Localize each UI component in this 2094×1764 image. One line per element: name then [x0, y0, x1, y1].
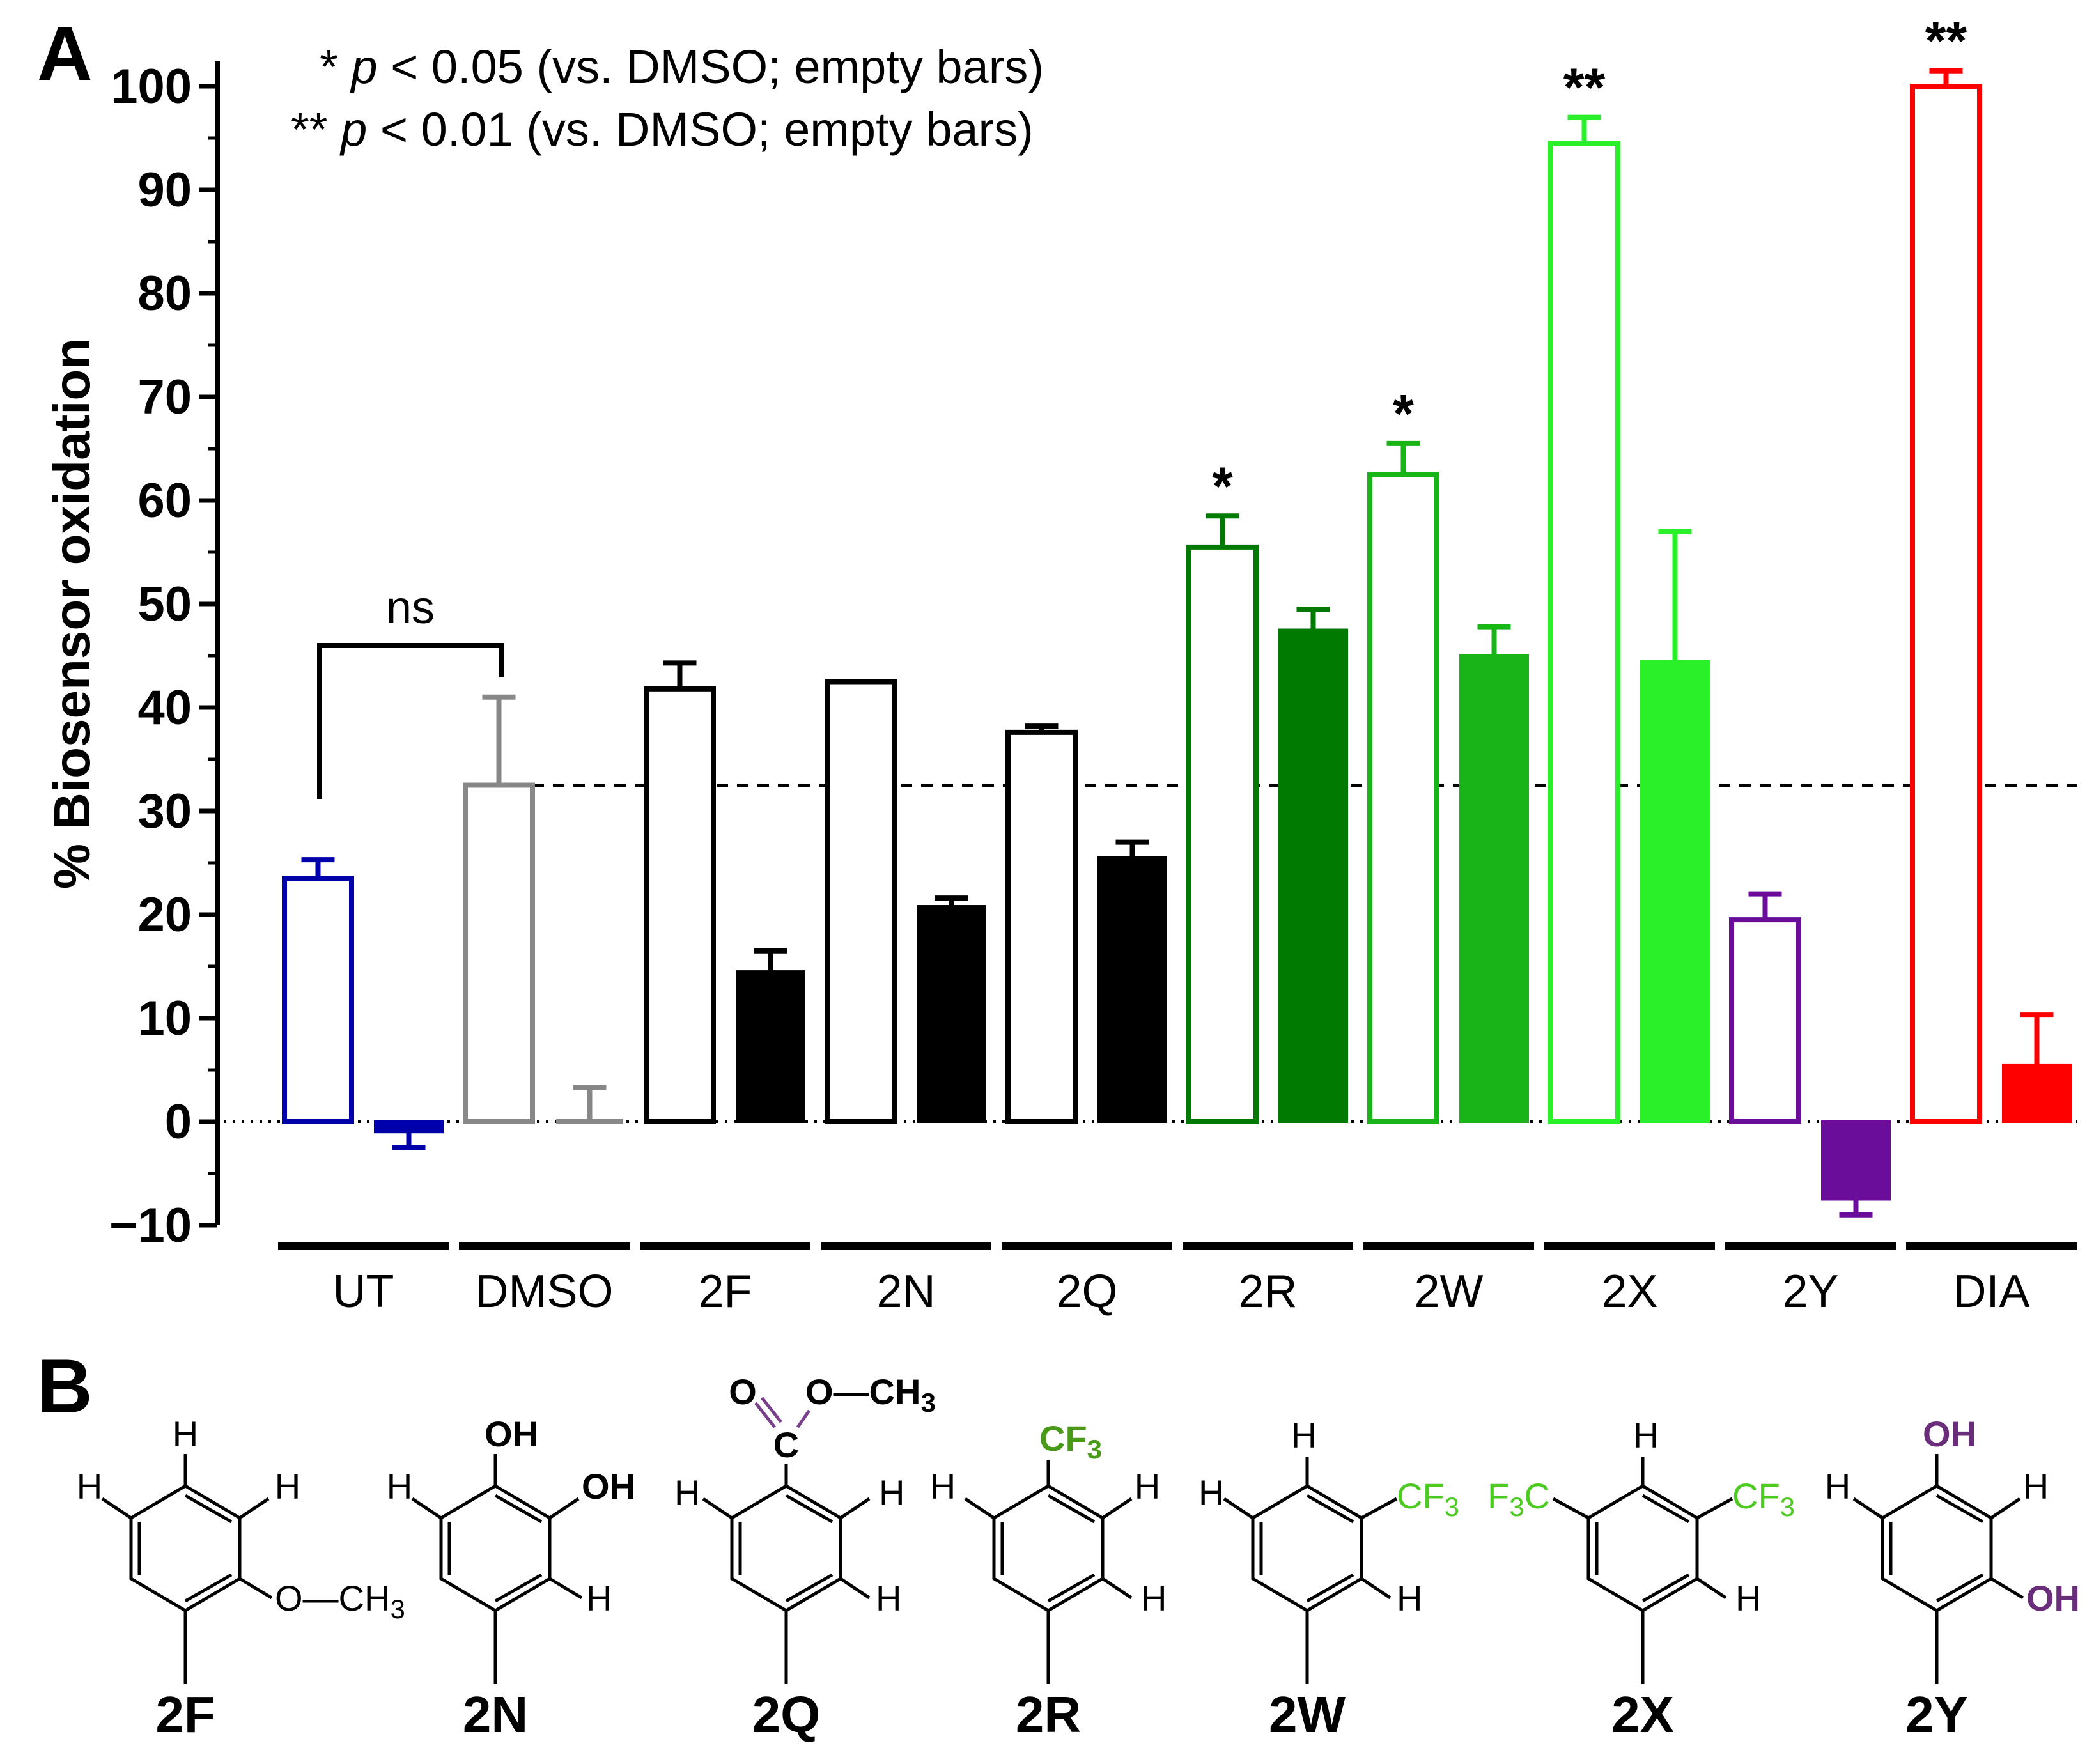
ns-label: ns [386, 582, 435, 633]
significance-marker-2R: * [1212, 456, 1233, 516]
empty-bar-2Y [1729, 917, 1801, 1124]
svg-text:H: H [876, 1578, 901, 1618]
svg-text:H: H [674, 1473, 700, 1513]
structure-2F: H H H O—CH3 2F [77, 1414, 405, 1743]
svg-text:OH: OH [582, 1466, 635, 1506]
empty-bar-2N [825, 679, 897, 1124]
compound-label-2Y: 2Y [1905, 1686, 1968, 1743]
y-tick-label: 40 [137, 681, 192, 735]
svg-text:H: H [1633, 1415, 1659, 1455]
svg-text:CF3: CF3 [1397, 1476, 1459, 1522]
filled-bar-2X [1640, 660, 1710, 1123]
y-tick-label: 100 [111, 59, 192, 114]
filled-bar-2Q [1097, 856, 1167, 1124]
x-tick-label-2R: 2R [1238, 1266, 1297, 1317]
svg-text:H: H [387, 1466, 412, 1506]
structure-2X: H CF3 F3C H 2X [1487, 1415, 1795, 1743]
svg-text:H: H [1825, 1466, 1850, 1506]
svg-text:H: H [1735, 1578, 1761, 1618]
filled-bar-DIA [2002, 1063, 2072, 1124]
chemical-structures: H H H O—CH3 2F OH OH H H 2N [77, 1372, 2080, 1743]
y-tick-label: −10 [109, 1198, 192, 1253]
svg-text:OH: OH [485, 1414, 538, 1454]
svg-text:CF3: CF3 [1039, 1418, 1102, 1464]
svg-text:CF3: CF3 [1732, 1476, 1795, 1522]
svg-text:H: H [1198, 1473, 1224, 1513]
x-tick-label-2F: 2F [698, 1266, 752, 1317]
y-tick-label: 30 [137, 784, 192, 839]
empty-bar-2X [1548, 141, 1620, 1125]
compound-label-2Q: 2Q [752, 1686, 821, 1743]
y-tick-label: 70 [137, 370, 192, 424]
svg-text:H: H [275, 1466, 300, 1506]
empty-bar-DIA [1910, 84, 1982, 1124]
x-tick-label-UT: UT [333, 1266, 394, 1317]
filled-bar-2W [1459, 654, 1529, 1123]
filled-bar-UT [374, 1120, 444, 1134]
filled-bar-2R [1278, 628, 1348, 1123]
svg-text:H: H [930, 1466, 956, 1506]
svg-text:H: H [1291, 1415, 1317, 1455]
significance-marker-2X: ** [1563, 58, 1606, 118]
empty-bar-2F [644, 686, 716, 1124]
filled-bar-2F [736, 970, 805, 1123]
structure-2R: CF3 H H H 2R [930, 1418, 1167, 1743]
filled-bar-2Y [1821, 1120, 1891, 1201]
svg-text:H: H [173, 1414, 198, 1454]
panel-a-label: A [37, 11, 93, 97]
compound-label-2F: 2F [155, 1686, 215, 1743]
svg-text:O—CH3: O—CH3 [275, 1578, 405, 1624]
svg-text:OH: OH [1923, 1414, 1976, 1454]
ns-bracket [317, 643, 504, 799]
y-tick-label: 50 [137, 577, 192, 631]
svg-text:H: H [1135, 1466, 1160, 1506]
y-tick-label: 90 [137, 163, 192, 217]
x-tick-label-2W: 2W [1415, 1266, 1484, 1317]
svg-text:H: H [2023, 1466, 2049, 1506]
structure-2Q: C O O—CH3 H H H 2Q [674, 1372, 936, 1743]
panel-b-label: B [37, 1343, 93, 1429]
structure-2Y: OH H H OH 2Y [1825, 1414, 2080, 1743]
x-tick-label-2Y: 2Y [1782, 1266, 1838, 1317]
svg-text:O—CH3: O—CH3 [805, 1372, 936, 1418]
empty-bar-2Q [1005, 729, 1078, 1124]
filled-bar-2N [917, 905, 986, 1124]
legend-line-2: ** p < 0.01 (vs. DMSO; empty bars) [291, 103, 1034, 156]
y-tick-label: 60 [137, 474, 192, 528]
svg-text:H: H [77, 1466, 102, 1506]
svg-text:H: H [586, 1578, 612, 1618]
svg-text:C: C [773, 1425, 799, 1465]
compound-label-2R: 2R [1016, 1686, 1081, 1743]
y-tick-label: 10 [137, 991, 192, 1046]
compound-label-2X: 2X [1611, 1686, 1674, 1743]
empty-bar-UT [282, 876, 354, 1125]
significance-marker-DIA: ** [1925, 11, 1967, 71]
svg-text:F3C: F3C [1487, 1476, 1550, 1522]
empty-bar-DMSO [463, 782, 535, 1124]
svg-text:H: H [1141, 1578, 1167, 1618]
x-tick-label-2X: 2X [1601, 1266, 1657, 1317]
x-tick-label-2N: 2N [876, 1266, 935, 1317]
compound-label-2W: 2W [1269, 1686, 1346, 1743]
bar-chart: −10 0 10 20 30 40 50 60 70 80 90 100 UT DMSO 2F 2N 2Q * 2R… [109, 11, 2077, 1317]
compound-label-2N: 2N [463, 1686, 528, 1743]
y-tick-label: 20 [137, 888, 192, 942]
x-tick-label-2Q: 2Q [1056, 1266, 1117, 1317]
legend-line-1: * p < 0.05 (vs. DMSO; empty bars) [320, 40, 1044, 93]
y-axis-label: % Biosensor oxidation [43, 338, 100, 889]
svg-text:O: O [729, 1372, 757, 1412]
empty-bar-2W [1367, 472, 1439, 1124]
y-tick-label: 80 [137, 267, 192, 321]
structure-2N: OH OH H H 2N [387, 1414, 635, 1743]
x-tick-label-DMSO: DMSO [476, 1266, 614, 1317]
significance-marker-2W: * [1393, 383, 1414, 444]
x-tick-label-DIA: DIA [1953, 1266, 2029, 1317]
svg-text:OH: OH [2026, 1578, 2080, 1618]
svg-text:H: H [1397, 1578, 1422, 1618]
structure-2W: H CF3 H H 2W [1198, 1415, 1459, 1743]
svg-text:H: H [879, 1473, 904, 1513]
y-tick-label: 0 [165, 1095, 192, 1149]
empty-bar-2R [1186, 544, 1259, 1124]
